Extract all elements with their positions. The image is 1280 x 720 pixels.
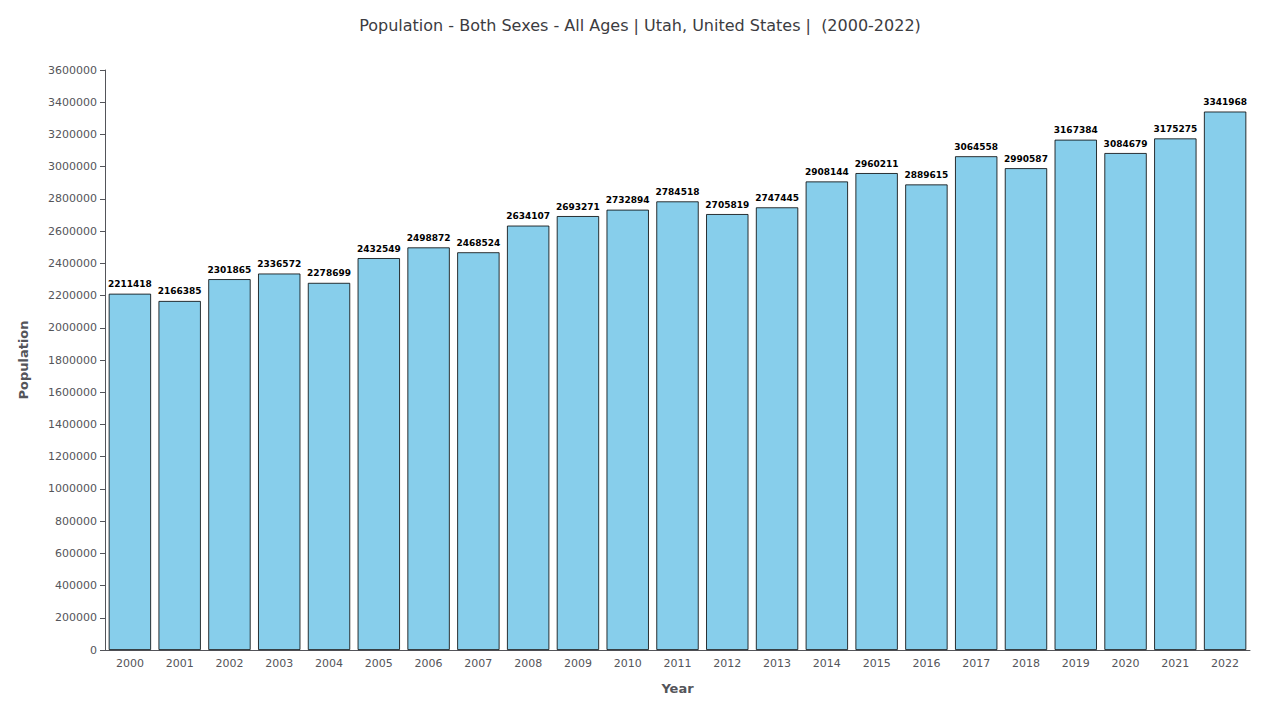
svg-text:2908144: 2908144 xyxy=(805,167,849,177)
svg-text:2002: 2002 xyxy=(215,657,243,670)
svg-text:2278699: 2278699 xyxy=(307,268,351,278)
svg-text:2960211: 2960211 xyxy=(855,159,899,169)
svg-text:1200000: 1200000 xyxy=(48,450,97,463)
svg-text:2693271: 2693271 xyxy=(556,202,600,212)
svg-text:2336572: 2336572 xyxy=(257,259,301,269)
svg-text:2003: 2003 xyxy=(265,657,293,670)
svg-text:2468524: 2468524 xyxy=(456,238,500,248)
svg-text:3400000: 3400000 xyxy=(48,96,97,109)
svg-text:1600000: 1600000 xyxy=(48,386,97,399)
svg-text:3175275: 3175275 xyxy=(1153,124,1197,134)
svg-text:0: 0 xyxy=(90,644,97,657)
svg-text:Year: Year xyxy=(660,681,694,696)
svg-text:2014: 2014 xyxy=(813,657,841,670)
svg-text:2705819: 2705819 xyxy=(705,200,749,210)
svg-text:2498872: 2498872 xyxy=(407,233,451,243)
svg-text:2004: 2004 xyxy=(315,657,343,670)
svg-text:2784518: 2784518 xyxy=(656,187,700,197)
svg-text:2400000: 2400000 xyxy=(48,257,97,270)
svg-text:Population - Both Sexes - All: Population - Both Sexes - All Ages | Uta… xyxy=(359,16,921,35)
svg-text:2000: 2000 xyxy=(116,657,144,670)
svg-text:2211418: 2211418 xyxy=(108,279,152,289)
svg-text:2008: 2008 xyxy=(514,657,542,670)
svg-text:2005: 2005 xyxy=(365,657,393,670)
svg-text:2634107: 2634107 xyxy=(506,211,550,221)
svg-text:2301865: 2301865 xyxy=(208,265,252,275)
svg-text:2732894: 2732894 xyxy=(606,195,650,205)
svg-text:2022: 2022 xyxy=(1211,657,1239,670)
svg-text:1000000: 1000000 xyxy=(48,482,97,495)
svg-text:2011: 2011 xyxy=(664,657,692,670)
svg-text:2015: 2015 xyxy=(863,657,891,670)
svg-text:2007: 2007 xyxy=(464,657,492,670)
svg-text:200000: 200000 xyxy=(55,611,97,624)
svg-text:600000: 600000 xyxy=(55,547,97,560)
svg-text:2012: 2012 xyxy=(713,657,741,670)
svg-text:2200000: 2200000 xyxy=(48,289,97,302)
svg-text:3084679: 3084679 xyxy=(1104,139,1148,149)
svg-text:3000000: 3000000 xyxy=(48,160,97,173)
svg-text:2010: 2010 xyxy=(614,657,642,670)
svg-text:2009: 2009 xyxy=(564,657,592,670)
svg-text:2600000: 2600000 xyxy=(48,225,97,238)
svg-text:2013: 2013 xyxy=(763,657,791,670)
svg-text:2006: 2006 xyxy=(415,657,443,670)
svg-text:1400000: 1400000 xyxy=(48,418,97,431)
svg-text:2990587: 2990587 xyxy=(1004,154,1048,164)
svg-text:Population: Population xyxy=(16,320,31,399)
svg-text:2020: 2020 xyxy=(1112,657,1140,670)
svg-text:3064558: 3064558 xyxy=(954,142,998,152)
svg-text:2018: 2018 xyxy=(1012,657,1040,670)
svg-text:2019: 2019 xyxy=(1062,657,1090,670)
svg-text:400000: 400000 xyxy=(55,579,97,592)
svg-text:2432549: 2432549 xyxy=(357,244,401,254)
svg-text:3167384: 3167384 xyxy=(1054,125,1098,135)
svg-text:3341968: 3341968 xyxy=(1203,97,1247,107)
svg-text:2747445: 2747445 xyxy=(755,193,799,203)
svg-text:2016: 2016 xyxy=(912,657,940,670)
svg-text:3200000: 3200000 xyxy=(48,128,97,141)
svg-text:800000: 800000 xyxy=(55,515,97,528)
svg-text:2800000: 2800000 xyxy=(48,192,97,205)
svg-text:2889615: 2889615 xyxy=(904,170,948,180)
svg-text:2017: 2017 xyxy=(962,657,990,670)
svg-text:2021: 2021 xyxy=(1161,657,1189,670)
svg-text:2001: 2001 xyxy=(166,657,194,670)
svg-text:3600000: 3600000 xyxy=(48,64,97,77)
svg-text:1800000: 1800000 xyxy=(48,354,97,367)
svg-text:2000000: 2000000 xyxy=(48,321,97,334)
svg-text:2166385: 2166385 xyxy=(158,286,202,296)
